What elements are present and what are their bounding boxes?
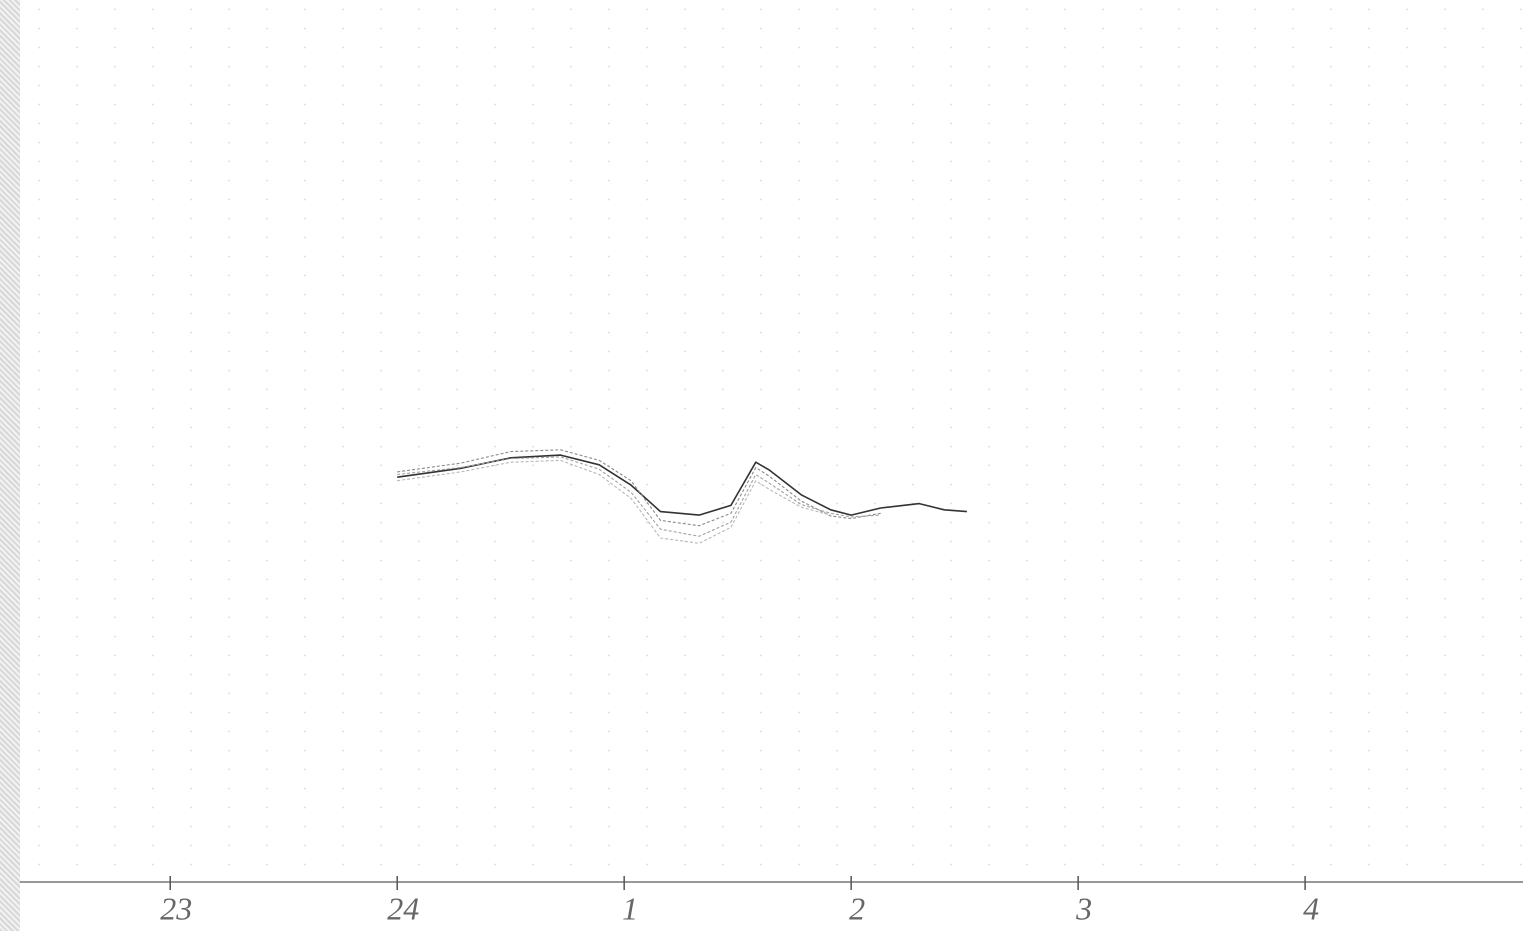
- x-tick-label: 24: [387, 890, 419, 926]
- scan-edge: [0, 0, 20, 931]
- dotted-grid: [20, 0, 1523, 870]
- x-tick-label: 2: [849, 890, 865, 926]
- series-line: [397, 456, 881, 537]
- x-tick-label: 4: [1303, 890, 1319, 926]
- series-line: [397, 449, 881, 527]
- x-tick-label: 3: [1075, 890, 1092, 926]
- series-line: [397, 454, 967, 516]
- x-tick-label: 1: [622, 890, 638, 926]
- series-line: [397, 459, 831, 544]
- x-tick-label: 23: [160, 890, 192, 926]
